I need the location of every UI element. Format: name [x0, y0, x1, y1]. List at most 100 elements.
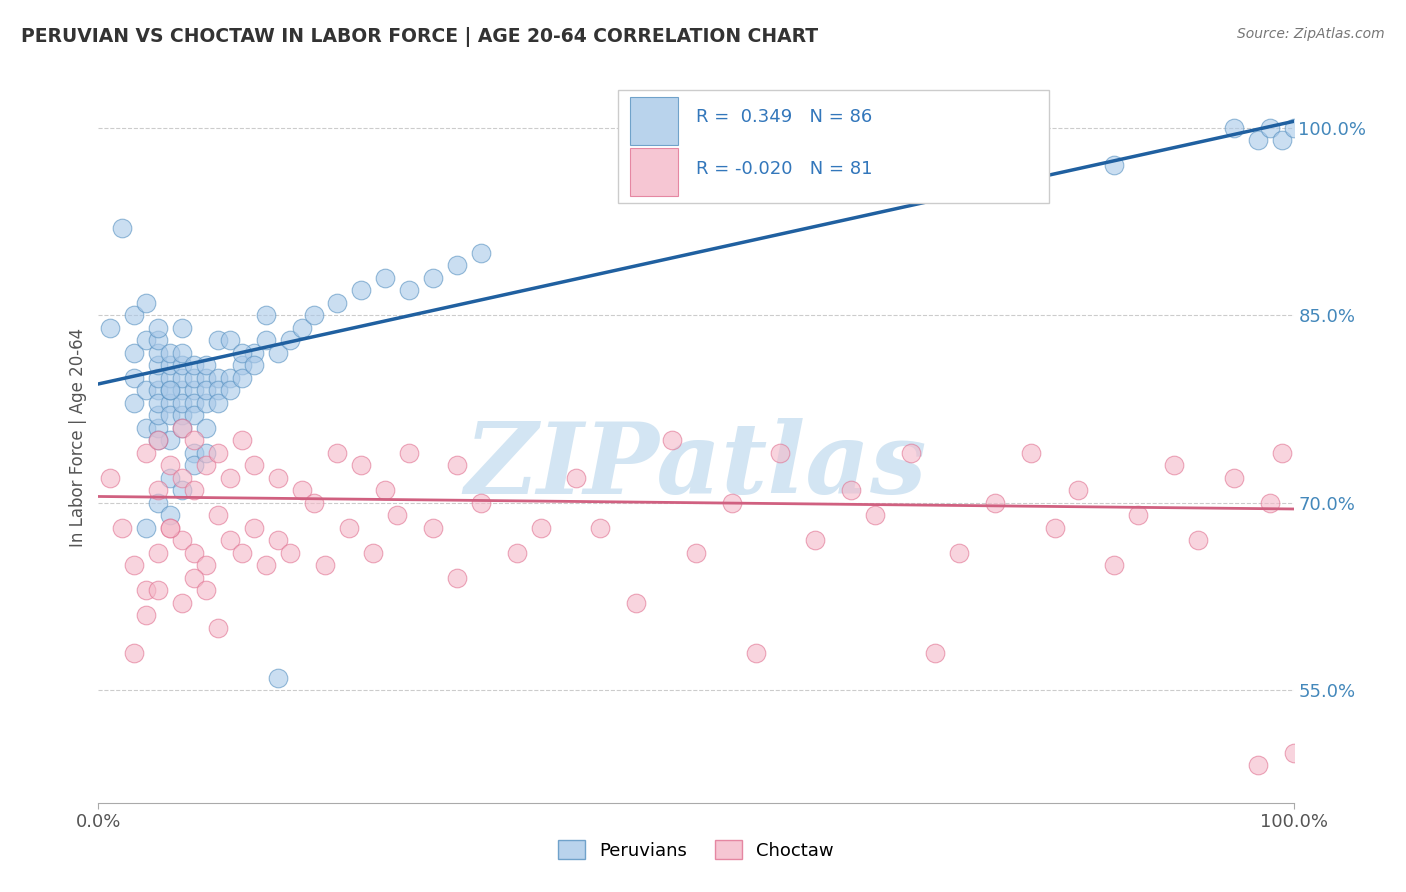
Point: [172, 483, 194, 498]
Point: [446, 571, 468, 585]
Point: [326, 446, 349, 460]
Point: [446, 258, 468, 272]
Point: [172, 471, 194, 485]
Point: [278, 333, 301, 347]
Point: [148, 395, 170, 409]
Point: [172, 596, 194, 610]
Point: [865, 508, 887, 523]
Bar: [630, 148, 678, 195]
Point: [148, 320, 170, 334]
Point: [243, 458, 266, 473]
Point: [159, 358, 181, 372]
Text: R = -0.020   N = 81: R = -0.020 N = 81: [696, 160, 873, 178]
Point: [148, 483, 170, 498]
Point: [135, 608, 157, 623]
Point: [1223, 471, 1246, 485]
Point: [172, 533, 194, 548]
Point: [135, 521, 157, 535]
Point: [900, 446, 922, 460]
Point: [159, 471, 181, 485]
Point: [1104, 158, 1126, 172]
FancyBboxPatch shape: [619, 90, 1049, 203]
Point: [159, 383, 181, 397]
Point: [172, 395, 194, 409]
Point: [1223, 120, 1246, 135]
Point: [350, 458, 373, 473]
Point: [195, 370, 218, 384]
Point: [363, 546, 385, 560]
Point: [159, 434, 181, 448]
Point: [267, 471, 290, 485]
Point: [243, 345, 266, 359]
Point: [470, 245, 492, 260]
Y-axis label: In Labor Force | Age 20-64: In Labor Force | Age 20-64: [69, 327, 87, 547]
Point: [207, 395, 229, 409]
Text: Source: ZipAtlas.com: Source: ZipAtlas.com: [1237, 27, 1385, 41]
Point: [291, 483, 314, 498]
Point: [506, 546, 529, 560]
Point: [183, 458, 205, 473]
Point: [339, 521, 361, 535]
Point: [231, 358, 253, 372]
Point: [254, 558, 277, 573]
Point: [219, 370, 242, 384]
Point: [207, 508, 229, 523]
Point: [1258, 120, 1281, 135]
Point: [374, 483, 396, 498]
Point: [148, 546, 170, 560]
Point: [470, 496, 492, 510]
Point: [231, 434, 253, 448]
Point: [135, 583, 157, 598]
Point: [302, 308, 325, 322]
Point: [231, 370, 253, 384]
Point: [172, 345, 194, 359]
Point: [172, 320, 194, 334]
Point: [135, 420, 157, 434]
Point: [148, 434, 170, 448]
Point: [195, 395, 218, 409]
Point: [148, 583, 170, 598]
Point: [148, 345, 170, 359]
Point: [148, 496, 170, 510]
Point: [159, 458, 181, 473]
Point: [1271, 133, 1294, 147]
Point: [159, 395, 181, 409]
Point: [398, 446, 420, 460]
Point: [124, 308, 146, 322]
Point: [1104, 558, 1126, 573]
Point: [135, 446, 157, 460]
Point: [1067, 483, 1090, 498]
Point: [1247, 758, 1270, 772]
Point: [183, 546, 205, 560]
Point: [219, 533, 242, 548]
Point: [267, 533, 290, 548]
Point: [231, 546, 253, 560]
Point: [1271, 446, 1294, 460]
Point: [183, 571, 205, 585]
Point: [195, 420, 218, 434]
Point: [1247, 133, 1270, 147]
Point: [159, 345, 181, 359]
Point: [148, 420, 170, 434]
Point: [183, 434, 205, 448]
Point: [1163, 458, 1185, 473]
Point: [267, 345, 290, 359]
Point: [159, 521, 181, 535]
Point: [148, 358, 170, 372]
Point: [267, 671, 290, 685]
Point: [661, 434, 683, 448]
Point: [530, 521, 553, 535]
Text: ZIPatlas: ZIPatlas: [465, 418, 927, 515]
Point: [254, 333, 277, 347]
Point: [124, 345, 146, 359]
Point: [422, 521, 444, 535]
Point: [172, 358, 194, 372]
Point: [984, 496, 1007, 510]
Point: [768, 446, 790, 460]
Point: [231, 345, 253, 359]
Point: [685, 546, 707, 560]
Text: R =  0.349   N = 86: R = 0.349 N = 86: [696, 108, 872, 126]
Point: [841, 483, 863, 498]
Point: [135, 383, 157, 397]
Point: [350, 283, 373, 297]
